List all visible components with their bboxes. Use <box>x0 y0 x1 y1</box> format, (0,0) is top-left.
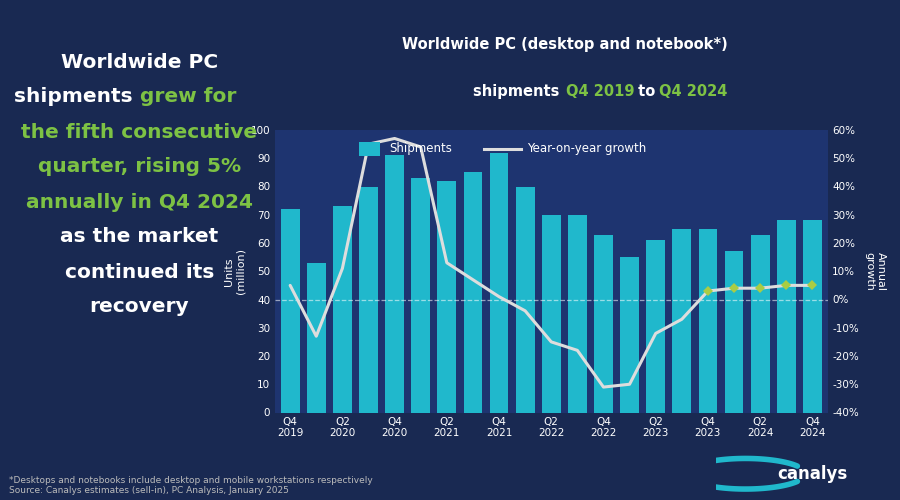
Bar <box>281 209 300 412</box>
Bar <box>542 214 561 412</box>
Text: Shipments: Shipments <box>389 142 452 155</box>
Text: grew for: grew for <box>140 88 236 106</box>
Bar <box>777 220 796 412</box>
Bar <box>464 172 482 412</box>
Text: canalys: canalys <box>777 465 847 483</box>
Text: continued its: continued its <box>65 262 214 281</box>
Bar <box>307 263 326 412</box>
Bar <box>594 234 613 412</box>
Bar <box>698 229 717 412</box>
Text: as the market: as the market <box>60 228 219 246</box>
Text: recovery: recovery <box>90 298 189 316</box>
Bar <box>672 229 691 412</box>
Bar <box>358 142 380 156</box>
Bar <box>490 152 508 412</box>
Bar <box>516 186 535 412</box>
Text: Worldwide PC: Worldwide PC <box>61 52 218 72</box>
Text: to: to <box>634 84 661 98</box>
Text: *Desktops and notebooks include desktop and mobile workstations respectively
Sou: *Desktops and notebooks include desktop … <box>9 476 373 495</box>
Text: Worldwide PC (desktop and notebook*): Worldwide PC (desktop and notebook*) <box>402 37 727 52</box>
Bar <box>724 252 743 412</box>
Text: annually in Q4 2024: annually in Q4 2024 <box>26 192 253 212</box>
Bar <box>646 240 665 412</box>
Bar <box>385 156 404 412</box>
Text: Year-on-year growth: Year-on-year growth <box>526 142 646 155</box>
Bar <box>568 214 587 412</box>
Bar <box>333 206 352 412</box>
Bar <box>411 178 430 412</box>
Text: shipments: shipments <box>14 88 140 106</box>
Text: Q4 2024: Q4 2024 <box>659 84 727 98</box>
Text: shipments: shipments <box>473 84 565 98</box>
Y-axis label: Units
(million): Units (million) <box>223 248 245 294</box>
Bar <box>620 257 639 412</box>
Y-axis label: Annual
growth: Annual growth <box>865 252 886 290</box>
Bar <box>437 181 456 412</box>
Text: the fifth consecutive: the fifth consecutive <box>22 122 257 142</box>
Text: Q4 2019: Q4 2019 <box>566 84 634 98</box>
Bar <box>803 220 822 412</box>
Text: quarter, rising 5%: quarter, rising 5% <box>38 158 241 176</box>
Bar <box>359 186 378 412</box>
Bar <box>751 234 770 412</box>
